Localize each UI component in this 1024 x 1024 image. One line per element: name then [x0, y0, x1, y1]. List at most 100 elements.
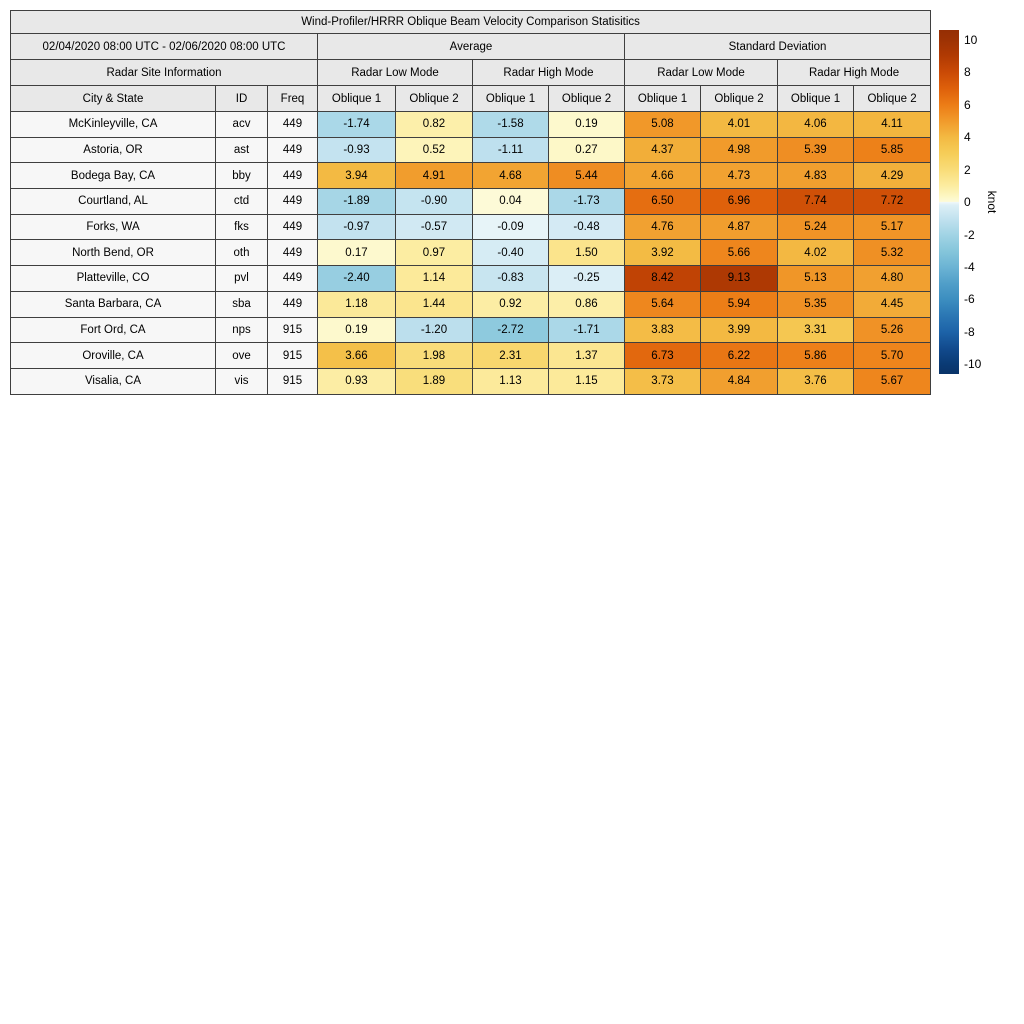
value-cell: 0.52 — [395, 136, 473, 164]
site-id-cell: vis — [215, 367, 268, 395]
colorbar-tick-label: -6 — [964, 292, 975, 307]
value-cell: -0.97 — [317, 213, 396, 241]
value-cell: -0.83 — [472, 265, 549, 292]
value-cell: 3.92 — [624, 239, 701, 267]
value-cell: 6.73 — [624, 342, 701, 369]
value-cell: 5.66 — [700, 239, 778, 267]
value-cell: 1.18 — [317, 290, 396, 318]
site-id-cell: ctd — [215, 188, 268, 215]
value-cell: -2.72 — [472, 316, 549, 344]
colorbar-tick-label: -8 — [964, 324, 975, 339]
site-id-cell: nps — [215, 316, 268, 344]
freq-cell: 449 — [267, 162, 318, 190]
value-cell: 4.83 — [777, 162, 854, 190]
freq-cell: 449 — [267, 111, 318, 138]
table-title: Wind-Profiler/HRRR Oblique Beam Velocity… — [9, 10, 932, 34]
value-cell: 4.06 — [777, 111, 854, 138]
stats-table: Wind-Profiler/HRRR Oblique Beam Velocity… — [9, 10, 932, 395]
value-cell: 4.68 — [472, 162, 549, 190]
value-cell: 4.76 — [624, 213, 701, 241]
value-cell: 0.04 — [472, 188, 549, 215]
value-cell: 4.87 — [700, 213, 778, 241]
value-cell: 3.76 — [777, 367, 854, 395]
freq-cell: 449 — [267, 239, 318, 267]
site-id-cell: sba — [215, 290, 268, 318]
group-header-stddev: Standard Deviation — [623, 33, 932, 60]
city-cell: McKinleyville, CA — [10, 111, 216, 138]
site-id-cell: ast — [215, 136, 268, 164]
value-cell: 1.44 — [395, 290, 473, 318]
value-cell: 3.99 — [700, 316, 778, 344]
value-cell: -0.09 — [472, 213, 549, 241]
value-cell: 5.70 — [852, 342, 932, 369]
value-cell: 5.39 — [777, 136, 854, 164]
value-cell: 1.37 — [548, 342, 625, 369]
site-id-cell: pvl — [215, 265, 268, 292]
value-cell: 0.92 — [472, 290, 549, 318]
city-cell: Astoria, OR — [10, 136, 216, 164]
city-cell: Bodega Bay, CA — [10, 162, 216, 190]
table-row: Visalia, CA vis 915 0.93 1.89 1.13 1.15 3.73 4.8… — [10, 367, 932, 395]
city-cell: Santa Barbara, CA — [10, 290, 216, 318]
site-info-header: Radar Site Information — [10, 59, 318, 86]
colorbar-unit-label: knot — [985, 190, 999, 214]
value-cell: -1.58 — [472, 111, 549, 138]
table-row: Santa Barbara, CA sba 449 1.18 1.44 0.92 0.86 5… — [10, 290, 932, 318]
value-cell: -0.40 — [472, 239, 549, 267]
freq-cell: 449 — [267, 136, 318, 164]
col-header-oblique: Oblique 1 — [472, 85, 549, 112]
site-id-cell: bby — [215, 162, 268, 190]
col-header-oblique: Oblique 1 — [317, 85, 396, 112]
col-header-oblique: Oblique 1 — [777, 85, 854, 112]
value-cell: 8.42 — [624, 265, 701, 292]
site-id-cell: fks — [215, 213, 268, 241]
value-cell: 1.89 — [395, 367, 473, 395]
value-cell: 0.86 — [548, 290, 625, 318]
value-cell: 4.91 — [395, 162, 473, 190]
mode-header-std-high: Radar High Mode — [776, 59, 932, 86]
table-row: McKinleyville, CA acv 449 -1.74 0.82 -1.58 0.1… — [10, 111, 932, 138]
value-cell: -2.40 — [317, 265, 396, 292]
value-cell: -1.74 — [317, 111, 396, 138]
value-cell: 5.13 — [777, 265, 854, 292]
value-cell: 2.31 — [472, 342, 549, 369]
value-cell: 4.98 — [700, 136, 778, 164]
city-cell: Oroville, CA — [10, 342, 216, 369]
city-cell: Fort Ord, CA — [10, 316, 216, 344]
city-cell: North Bend, OR — [10, 239, 216, 267]
value-cell: 4.29 — [852, 162, 932, 190]
value-cell: -0.90 — [395, 188, 473, 215]
value-cell: 1.98 — [395, 342, 473, 369]
city-cell: Forks, WA — [10, 213, 216, 241]
value-cell: 3.66 — [317, 342, 396, 369]
value-cell: 0.93 — [317, 367, 396, 395]
value-cell: 5.67 — [852, 367, 932, 395]
value-cell: 3.31 — [777, 316, 854, 344]
value-cell: 1.15 — [548, 367, 625, 395]
table-row: North Bend, OR oth 449 0.17 0.97 -0.40 1.50 3.9… — [10, 239, 932, 267]
table-row: Platteville, CO pvl 449 -2.40 1.14 -0.83 -0.25… — [10, 265, 932, 292]
value-cell: 3.94 — [317, 162, 396, 190]
value-cell: 4.80 — [852, 265, 932, 292]
value-cell: 4.37 — [624, 136, 701, 164]
col-header-oblique: Oblique 2 — [548, 85, 625, 112]
value-cell: 5.85 — [852, 136, 932, 164]
colorbar-tick-label: -4 — [964, 259, 975, 274]
col-header-oblique: Oblique 2 — [852, 85, 932, 112]
value-cell: 5.35 — [777, 290, 854, 318]
table-body: McKinleyville, CA acv 449 -1.74 0.82 -1.58 0.1… — [10, 111, 932, 395]
value-cell: -1.73 — [548, 188, 625, 215]
value-cell: 5.08 — [624, 111, 701, 138]
colorbar-tick-label: -10 — [964, 357, 982, 372]
table-row: Fort Ord, CA nps 915 0.19 -1.20 -2.72 -1.71 3.8… — [10, 316, 932, 344]
value-cell: 5.24 — [777, 213, 854, 241]
colorbar-tick-label: 0 — [964, 195, 971, 209]
table-row: Oroville, CA ove 915 3.66 1.98 2.31 1.37 6.73 6.… — [10, 342, 932, 369]
value-cell: 0.27 — [548, 136, 625, 164]
value-cell: 3.73 — [624, 367, 701, 395]
colorbar-gradient — [939, 30, 959, 374]
value-cell: 5.64 — [624, 290, 701, 318]
value-cell: 0.19 — [548, 111, 625, 138]
city-cell: Platteville, CO — [10, 265, 216, 292]
